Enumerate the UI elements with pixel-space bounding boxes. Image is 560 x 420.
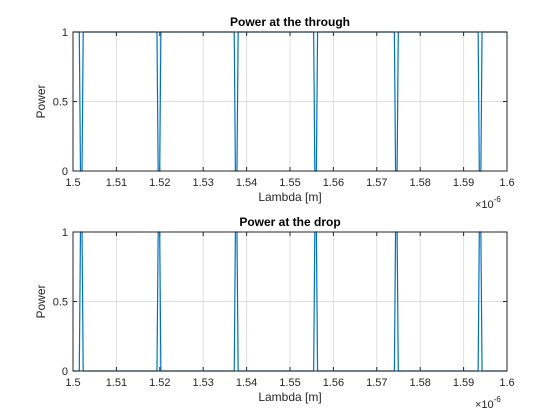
- x-exponent-drop: ×10-6: [475, 395, 501, 411]
- x-axis-label-through: Lambda [m]: [258, 190, 321, 204]
- x-ticks-drop: 1.5 1.51 1.52 1.53 1.54 1.55 1.56 1.57 1.58 1.59 1…: [65, 232, 515, 389]
- x-tick-label-drop: 1.52: [149, 377, 170, 389]
- axes-frame-drop: [72, 231, 508, 372]
- x-tick-label-drop: 1.54: [236, 377, 257, 389]
- x-tick-label-through: 1.52: [149, 177, 170, 189]
- x-tick-label-through: 1.5: [65, 177, 80, 189]
- x-tick-label-through: 1.59: [453, 177, 474, 189]
- axes-frame-through: [72, 31, 508, 172]
- x-tick-label-drop: 1.58: [409, 377, 430, 389]
- x-tick-label-drop: 1.57: [366, 377, 387, 389]
- x-exponent-base-through: ×10: [475, 199, 494, 211]
- grid-through: [73, 32, 507, 171]
- y-tick-label-through: 1: [62, 27, 68, 39]
- x-tick-label-drop: 1.55: [279, 377, 300, 389]
- x-tick-label-drop: 1.51: [106, 377, 127, 389]
- x-exponent-through: ×10-6: [475, 195, 501, 211]
- y-axis-label-through: Power: [34, 84, 48, 118]
- y-axis-label-drop: Power: [34, 284, 48, 318]
- chart-title-drop: Power at the drop: [239, 215, 340, 229]
- x-exponent-power-through: -6: [494, 195, 502, 204]
- x-axis-label-drop: Lambda [m]: [258, 390, 321, 404]
- x-tick-label-drop: 1.53: [192, 377, 213, 389]
- x-tick-label-through: 1.53: [192, 177, 213, 189]
- x-tick-label-through: 1.58: [409, 177, 430, 189]
- x-tick-label-through: 1.57: [366, 177, 387, 189]
- x-tick-label-drop: 1.56: [323, 377, 344, 389]
- x-tick-label-through: 1.51: [106, 177, 127, 189]
- x-tick-label-through: 1.55: [279, 177, 300, 189]
- grid-drop: [73, 232, 507, 371]
- x-tick-label-through: 1.54: [236, 177, 257, 189]
- y-tick-label-drop: 1: [62, 227, 68, 239]
- x-exponent-power-drop: -6: [494, 395, 502, 404]
- x-ticks-through: 1.5 1.51 1.52 1.53 1.54 1.55 1.56 1.57 1.58 1.59 1…: [65, 32, 515, 189]
- x-tick-label-drop: 1.5: [65, 377, 80, 389]
- x-tick-label-drop: 1.6: [499, 377, 514, 389]
- x-tick-label-drop: 1.59: [453, 377, 474, 389]
- y-tick-label-drop: 0.5: [53, 297, 68, 309]
- subplot-drop: 1.5 1.51 1.52 1.53 1.54 1.55 1.56 1.57 1.58 1.59 1…: [34, 215, 515, 411]
- y-tick-label-through: 0: [62, 166, 68, 178]
- y-tick-label-through: 0.5: [53, 97, 68, 109]
- x-tick-label-through: 1.56: [323, 177, 344, 189]
- x-exponent-base-drop: ×10: [475, 399, 494, 411]
- chart-title-through: Power at the through: [230, 15, 350, 29]
- y-tick-label-drop: 0: [62, 366, 68, 378]
- x-tick-label-through: 1.6: [499, 177, 514, 189]
- subplot-through: 1.5 1.51 1.52 1.53 1.54 1.55 1.56 1.57 1.58 1.59 1…: [34, 15, 515, 211]
